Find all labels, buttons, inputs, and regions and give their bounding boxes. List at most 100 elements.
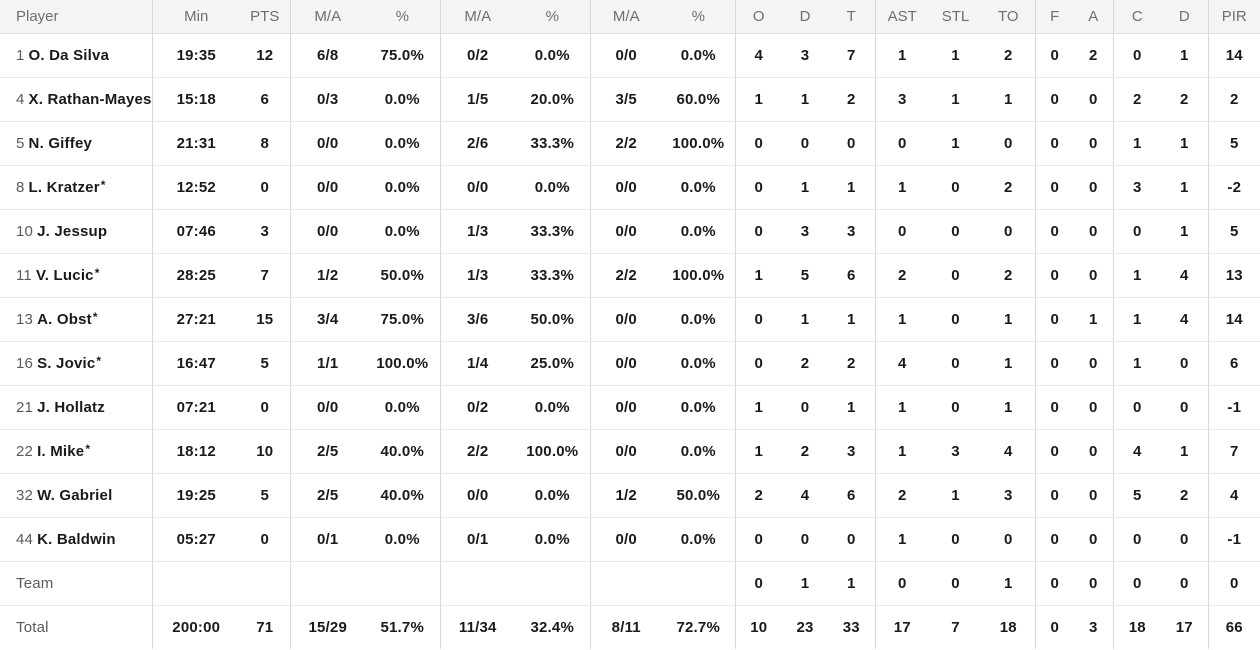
stat-pir: 5 (1208, 121, 1260, 166)
stat-to: 1 (982, 297, 1036, 342)
stat-f: 0 (1035, 517, 1074, 562)
player-name: J. Hollatz (37, 398, 105, 416)
player-number: 16 (16, 354, 34, 372)
stat-ft-pct (662, 561, 736, 606)
stat-min: 27:21 (152, 297, 240, 342)
stat-ast: 0 (875, 561, 929, 606)
stat-3pt-pct: 25.0% (515, 341, 591, 386)
header-cell-reb-d: D (782, 0, 828, 34)
player-cell: 11 V. Lucic* (0, 253, 153, 298)
stat-reb-o: 0 (735, 561, 782, 606)
stat-reb-t: 1 (828, 165, 876, 210)
stat-ft-ma: 3/5 (590, 77, 662, 122)
stat-a: 0 (1074, 209, 1114, 254)
stat-to: 0 (982, 121, 1036, 166)
player-cell: 4 X. Rathan-Mayes (0, 77, 153, 122)
header-cell-min: Min (152, 0, 240, 34)
stat-stl: 1 (929, 473, 982, 518)
stat-reb-d: 0 (782, 385, 828, 430)
player-row: 32 W. Gabriel 19:25 5 2/5 40.0% 0/0 0.0% 1/2 50.0… (0, 473, 1260, 518)
stat-reb-o: 4 (735, 33, 782, 78)
stat-fouls-d: 0 (1161, 385, 1209, 430)
stat-pir: -2 (1208, 165, 1260, 210)
player-name: K. Baldwin (37, 530, 116, 548)
stat-ast: 2 (875, 473, 929, 518)
player-number: 11 (16, 266, 32, 284)
stat-ft-pct: 60.0% (662, 77, 736, 122)
stat-min: 21:31 (152, 121, 240, 166)
stat-2pt-ma: 0/3 (290, 77, 365, 122)
header-cell-f: F (1035, 0, 1074, 34)
stat-2pt-ma: 6/8 (290, 33, 365, 78)
stat-min: 19:25 (152, 473, 240, 518)
stat-a: 0 (1074, 121, 1114, 166)
stat-reb-t: 33 (828, 605, 876, 649)
player-row: 11 V. Lucic* 28:25 7 1/2 50.0% 1/3 33.3% 2/2 100.… (0, 253, 1260, 298)
stat-a: 0 (1074, 385, 1114, 430)
stat-2pt-ma: 15/29 (308, 618, 348, 636)
stat-2pt-ma: 0/0 (290, 165, 365, 210)
header-cell-fouls-c: C (1113, 0, 1161, 34)
player-cell: 1 O. Da Silva (0, 33, 153, 78)
player-cell: 21 J. Hollatz (0, 385, 153, 430)
stat-pir: 0 (1208, 561, 1260, 606)
stat-to: 4 (982, 429, 1036, 474)
stat-2pt-pct: 50.0% (365, 253, 441, 298)
stat-3pt-ma (440, 561, 515, 606)
stat-reb-t: 1 (828, 385, 876, 430)
player-number: 22 (16, 442, 34, 460)
player-row: 5 N. Giffey 21:31 8 0/0 0.0% 2/6 33.3% 2/2 100.0%… (0, 121, 1260, 166)
stat-pts (240, 561, 291, 606)
stat-3pt-ma: 2/6 (440, 121, 515, 166)
stat-min: 16:47 (152, 341, 240, 386)
stat-reb-d: 23 (796, 618, 814, 636)
stat-pts: 10 (240, 429, 291, 474)
header-row: Player Min PTS M/A% M/A% M/A% O D T AST STL TO F A C D P… (0, 0, 1260, 34)
player-cell: 22 I. Mike* (0, 429, 153, 474)
player-number: 44 (16, 530, 34, 548)
stat-min (152, 561, 240, 606)
stat-3pt-ma: 1/3 (440, 209, 515, 254)
stat-fouls-c: 1 (1113, 121, 1161, 166)
stat-2pt-ma: 0/0 (290, 209, 365, 254)
team-row: Team 0 1 1 0 0 1 0 0 0 0 0 (0, 561, 1260, 606)
player-cell: 10 J. Jessup (0, 209, 153, 254)
stat-pts: 15 (240, 297, 291, 342)
stat-2pt-ma: 2/5 (290, 429, 365, 474)
stat-f: 0 (1035, 297, 1074, 342)
stat-reb-t: 2 (828, 341, 876, 386)
stat-3pt-ma: 0/0 (440, 473, 515, 518)
stat-pts: 0 (240, 517, 291, 562)
stat-to: 2 (982, 33, 1036, 78)
player-cell: 32 W. Gabriel (0, 473, 153, 518)
stat-ast: 2 (875, 253, 929, 298)
stat-reb-o: 1 (735, 429, 782, 474)
stat-3pt-pct: 0.0% (515, 165, 591, 210)
stat-ast: 1 (875, 429, 929, 474)
stat-pir: 6 (1208, 341, 1260, 386)
stat-f: 0 (1035, 33, 1074, 78)
stat-ft-pct: 0.0% (662, 517, 736, 562)
stat-reb-d: 0 (782, 517, 828, 562)
stat-f: 0 (1035, 561, 1074, 606)
stat-3pt-ma: 1/5 (440, 77, 515, 122)
stat-f: 0 (1035, 121, 1074, 166)
header-cell-reb-t: T (828, 0, 876, 34)
header-cell-reb-o: O (735, 0, 782, 34)
stat-pir: 7 (1208, 429, 1260, 474)
stat-fouls-c: 2 (1113, 77, 1161, 122)
stat-a: 0 (1074, 165, 1114, 210)
stat-fouls-d: 0 (1161, 561, 1209, 606)
stat-pir: 2 (1208, 77, 1260, 122)
player-name: S. Jovic (37, 354, 96, 372)
stat-reb-t: 0 (828, 517, 876, 562)
stat-ft-ma: 0/0 (590, 429, 662, 474)
header-cell-ft-pct: % (662, 0, 736, 34)
stat-3pt-pct: 33.3% (515, 121, 591, 166)
stat-ast: 4 (875, 341, 929, 386)
player-number: 21 (16, 398, 34, 416)
stat-2pt-ma: 0/0 (290, 385, 365, 430)
stat-reb-t: 6 (828, 253, 876, 298)
stat-a: 1 (1074, 297, 1114, 342)
stat-f: 0 (1035, 385, 1074, 430)
